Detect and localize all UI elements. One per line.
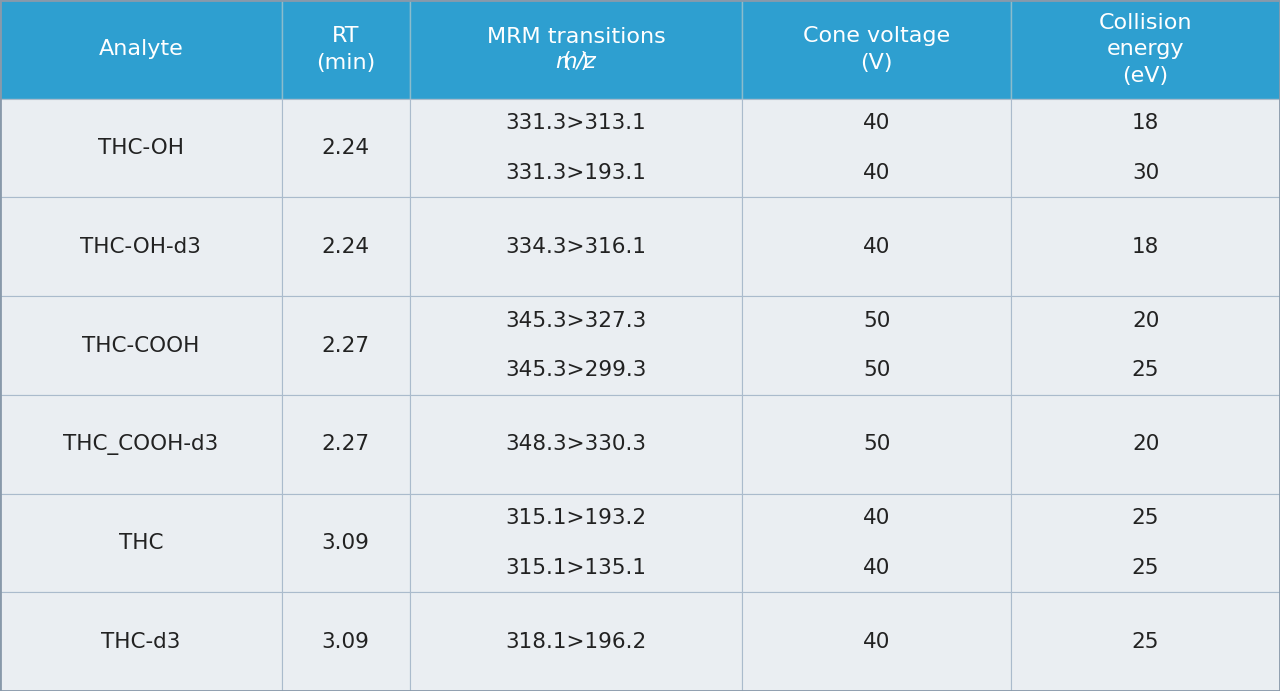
Text: THC-OH-d3: THC-OH-d3 (81, 237, 201, 257)
Text: 331.3>193.1: 331.3>193.1 (506, 163, 646, 182)
Text: THC_COOH-d3: THC_COOH-d3 (63, 434, 219, 455)
Text: Analyte: Analyte (99, 39, 183, 59)
Bar (410, 0, 742, 99)
Bar (410, 592, 742, 691)
Bar (410, 198, 742, 296)
Bar (1011, 592, 1280, 691)
Bar (0, 296, 282, 395)
Bar (410, 395, 742, 493)
Text: 315.1>193.2: 315.1>193.2 (506, 509, 646, 528)
Bar (742, 592, 1011, 691)
Bar (282, 0, 410, 99)
Text: 18: 18 (1132, 113, 1160, 133)
Text: THC-d3: THC-d3 (101, 632, 180, 652)
Text: 40: 40 (863, 509, 891, 528)
Bar (742, 395, 1011, 493)
Text: 25: 25 (1132, 360, 1160, 380)
Text: RT
(min): RT (min) (316, 26, 375, 73)
Text: 20: 20 (1132, 434, 1160, 454)
Text: 50: 50 (863, 434, 891, 454)
Text: 25: 25 (1132, 632, 1160, 652)
Text: 2.24: 2.24 (321, 138, 370, 158)
Text: 40: 40 (863, 558, 891, 578)
Bar (1011, 198, 1280, 296)
Bar (282, 395, 410, 493)
Bar (282, 99, 410, 198)
Bar (282, 198, 410, 296)
Text: 50: 50 (863, 360, 891, 380)
Bar (1011, 0, 1280, 99)
Text: THC-COOH: THC-COOH (82, 336, 200, 355)
Text: 40: 40 (863, 237, 891, 257)
Bar (282, 493, 410, 592)
Text: 20: 20 (1132, 311, 1160, 331)
Text: 3.09: 3.09 (321, 632, 370, 652)
Text: 318.1>196.2: 318.1>196.2 (506, 632, 646, 652)
Text: 2.27: 2.27 (321, 336, 370, 355)
Text: 331.3>313.1: 331.3>313.1 (506, 113, 646, 133)
Bar (742, 493, 1011, 592)
Bar (0, 99, 282, 198)
Bar (742, 0, 1011, 99)
Text: MRM transitions: MRM transitions (486, 28, 666, 48)
Text: 30: 30 (1132, 163, 1160, 182)
Bar (410, 493, 742, 592)
Bar (742, 99, 1011, 198)
Bar (1011, 493, 1280, 592)
Bar (282, 592, 410, 691)
Text: THC-OH: THC-OH (97, 138, 184, 158)
Bar (1011, 395, 1280, 493)
Bar (1011, 99, 1280, 198)
Text: 25: 25 (1132, 509, 1160, 528)
Bar (1011, 296, 1280, 395)
Text: Cone voltage
(V): Cone voltage (V) (804, 26, 950, 73)
Text: THC: THC (119, 533, 163, 553)
Text: 18: 18 (1132, 237, 1160, 257)
Bar (0, 592, 282, 691)
Text: 50: 50 (863, 311, 891, 331)
Text: 40: 40 (863, 163, 891, 182)
Bar (742, 198, 1011, 296)
Bar (0, 0, 282, 99)
Text: Collision
energy
(eV): Collision energy (eV) (1098, 13, 1193, 86)
Text: (: ( (563, 51, 576, 71)
Text: 345.3>327.3: 345.3>327.3 (506, 311, 646, 331)
Text: 2.27: 2.27 (321, 434, 370, 454)
Text: 25: 25 (1132, 558, 1160, 578)
Text: ): ) (576, 51, 589, 71)
Text: 345.3>299.3: 345.3>299.3 (506, 360, 646, 380)
Bar (282, 296, 410, 395)
Text: 40: 40 (863, 113, 891, 133)
Bar (410, 296, 742, 395)
Bar (0, 493, 282, 592)
Bar (0, 198, 282, 296)
Text: 2.24: 2.24 (321, 237, 370, 257)
Text: 334.3>316.1: 334.3>316.1 (506, 237, 646, 257)
Text: 3.09: 3.09 (321, 533, 370, 553)
Text: 40: 40 (863, 632, 891, 652)
Bar (0, 395, 282, 493)
Text: 348.3>330.3: 348.3>330.3 (506, 434, 646, 454)
Bar (410, 99, 742, 198)
Text: 315.1>135.1: 315.1>135.1 (506, 558, 646, 578)
Bar (742, 296, 1011, 395)
Text: m/z: m/z (556, 51, 596, 71)
